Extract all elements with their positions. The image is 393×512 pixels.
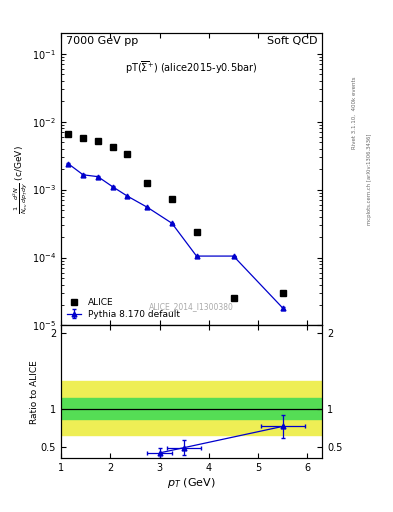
Legend: ALICE, Pythia 8.170 default: ALICE, Pythia 8.170 default (65, 296, 182, 321)
Text: pT($\overline{\Sigma}^{+}$) (alice2015-y0.5bar): pT($\overline{\Sigma}^{+}$) (alice2015-y… (125, 59, 258, 76)
ALICE (66, 131, 71, 137)
Line: ALICE: ALICE (65, 131, 286, 302)
ALICE (281, 290, 285, 296)
ALICE (231, 295, 236, 302)
Text: Soft QCD: Soft QCD (266, 36, 317, 46)
ALICE (125, 151, 130, 157)
Bar (61, 397, 322, 419)
X-axis label: $p_{T}$ (GeV): $p_{T}$ (GeV) (167, 476, 216, 490)
ALICE (110, 144, 115, 151)
Text: 7000 GeV pp: 7000 GeV pp (66, 36, 138, 46)
ALICE (95, 138, 100, 144)
Bar (61, 381, 322, 436)
Text: Rivet 3.1.10,  400k events: Rivet 3.1.10, 400k events (352, 76, 357, 149)
Y-axis label: Ratio to ALICE: Ratio to ALICE (30, 360, 39, 424)
ALICE (169, 196, 174, 202)
Y-axis label: $\frac{1}{N_{ev}} \frac{d^{2}N}{dp_{T}dy}$ (c/GeV): $\frac{1}{N_{ev}} \frac{d^{2}N}{dp_{T}dy… (12, 145, 31, 214)
Text: mcplots.cern.ch [arXiv:1306.3436]: mcplots.cern.ch [arXiv:1306.3436] (367, 134, 373, 225)
ALICE (145, 180, 150, 186)
ALICE (81, 135, 85, 141)
Text: ALICE_2014_I1300380: ALICE_2014_I1300380 (149, 302, 234, 311)
ALICE (194, 229, 199, 235)
